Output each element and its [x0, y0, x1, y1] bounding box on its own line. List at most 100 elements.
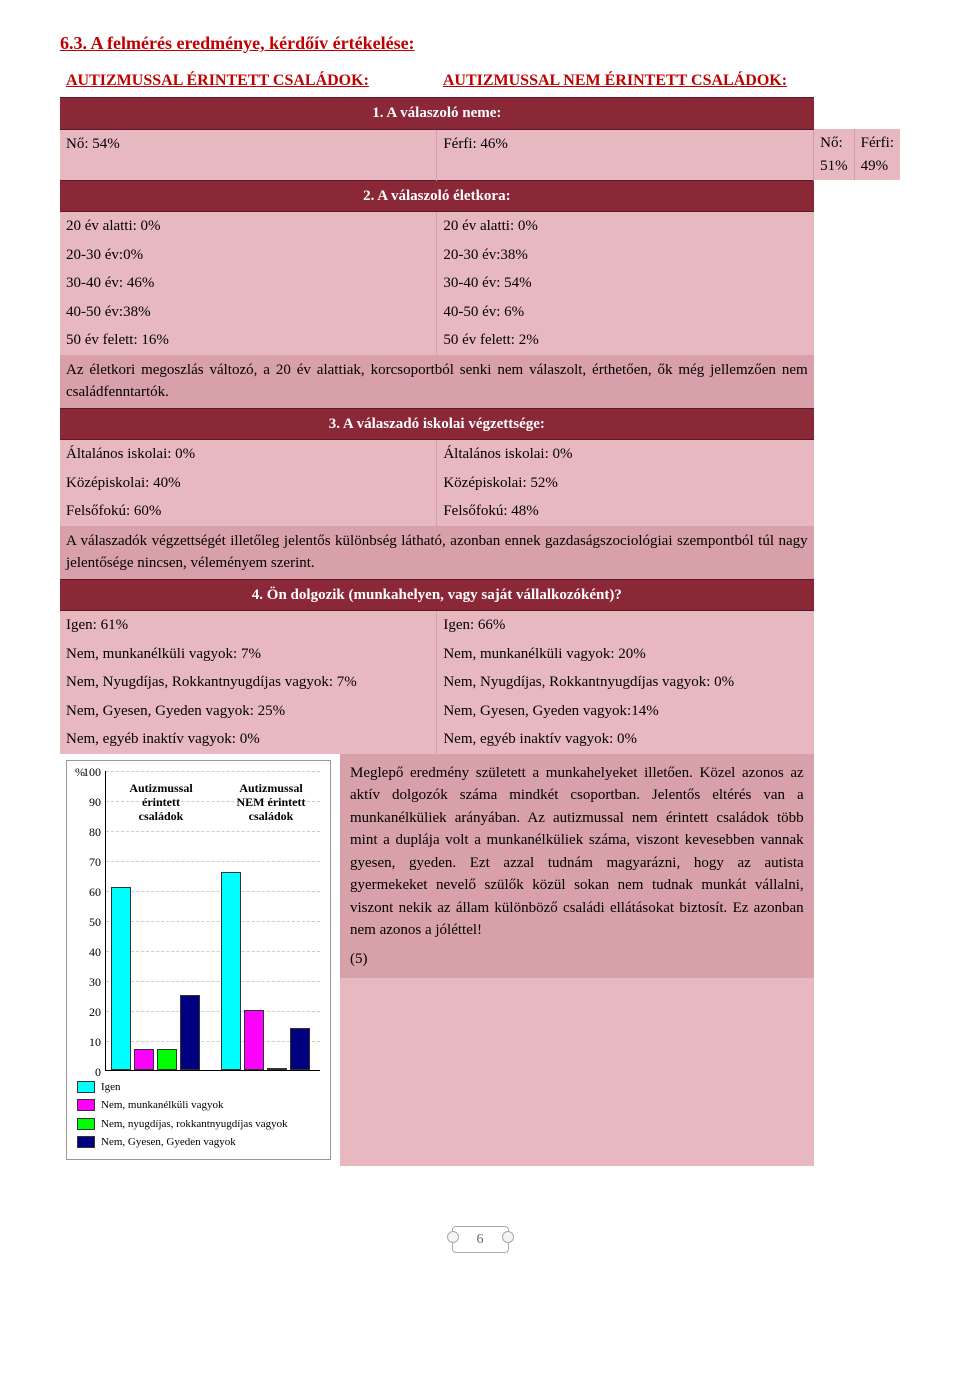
chart-bar — [134, 1049, 154, 1070]
q2-l3: 40-50 év:38% — [60, 298, 437, 327]
q4-l4: Nem, egyéb inaktív vagyok: 0% — [60, 725, 437, 754]
chart-gridline — [106, 831, 320, 832]
question-4: 4. Ön dolgozik (munkahelyen, vagy saját … — [60, 579, 900, 611]
q4-r1: Nem, munkanélküli vagyok: 20% — [437, 640, 814, 669]
q2-l4: 50 év felett: 16% — [60, 326, 437, 355]
survey-table: AUTIZMUSSAL ÉRINTETT CSALÁDOK: AUTIZMUSS… — [60, 65, 900, 1166]
chart-bar — [267, 1068, 287, 1070]
section-heading: A felmérés eredménye, kérdőív értékelése… — [91, 33, 415, 53]
q2-r0: 20 év alatti: 0% — [437, 212, 814, 241]
q1-label: 1. A válaszoló neme: — [60, 98, 814, 130]
q4-l1: Nem, munkanélküli vagyok: 7% — [60, 640, 437, 669]
chart-gridline — [106, 1041, 320, 1042]
legend-swatch — [77, 1136, 95, 1148]
chart-bar — [157, 1049, 177, 1070]
column-headers: AUTIZMUSSAL ÉRINTETT CSALÁDOK: AUTIZMUSS… — [60, 65, 900, 98]
q1-right-female: Nő: 51% — [814, 129, 855, 180]
q4-r4: Nem, egyéb inaktív vagyok: 0% — [437, 725, 814, 754]
legend-label: Nem, munkanélküli vagyok — [101, 1097, 224, 1114]
legend-swatch — [77, 1081, 95, 1093]
question-3: 3. A válaszadó iskolai végzettsége: — [60, 408, 900, 440]
chart-y-tick: 60 — [71, 883, 101, 901]
legend-label: Nem, Gyesen, Gyeden vagyok — [101, 1134, 236, 1151]
q1-right-male: Férfi: 49% — [854, 129, 900, 180]
chart-bar — [221, 872, 241, 1070]
chart-gridline — [106, 891, 320, 892]
chart-group-label: AutizmussalNEM érintettcsaládok — [221, 781, 321, 824]
q3-r2: Felsőfokú: 48% — [437, 497, 814, 526]
legend-swatch — [77, 1118, 95, 1130]
q4-summary-text-cell: Meglepő eredmény született a munkahelyek… — [340, 754, 814, 979]
q2-l2: 30-40 év: 46% — [60, 269, 437, 298]
q3-l1: Középiskolai: 40% — [60, 469, 437, 498]
q2-label: 2. A válaszoló életkora: — [60, 180, 814, 212]
q2-l1: 20-30 év:0% — [60, 241, 437, 270]
page-number: 6 — [452, 1226, 509, 1253]
page-footer: 6 — [60, 1226, 900, 1253]
q2-r3: 40-50 év: 6% — [437, 298, 814, 327]
q2-summary: Az életkori megoszlás változó, a 20 év a… — [60, 355, 814, 409]
chart-bar — [111, 887, 131, 1070]
q2-r2: 30-40 év: 54% — [437, 269, 814, 298]
col-affected: AUTIZMUSSAL ÉRINTETT CSALÁDOK: — [60, 65, 437, 98]
q4-summary-row: %AutizmussalérintettcsaládokAutizmussalN… — [60, 754, 900, 1166]
q3-label: 3. A válaszadó iskolai végzettsége: — [60, 408, 814, 440]
chart-y-tick: 10 — [71, 1033, 101, 1051]
chart-y-tick: 70 — [71, 853, 101, 871]
q4-r3: Nem, Gyesen, Gyeden vagyok:14% — [437, 697, 814, 726]
chart-gridline — [106, 771, 320, 772]
q2-summary-row: Az életkori megoszlás változó, a 20 év a… — [60, 355, 900, 409]
q4-l2: Nem, Nyugdíjas, Rokkantnyugdíjas vagyok:… — [60, 668, 437, 697]
q4-bar-chart: %AutizmussalérintettcsaládokAutizmussalN… — [66, 760, 331, 1160]
q1-left-male: Férfi: 46% — [437, 129, 814, 180]
chart-bar — [244, 1010, 264, 1070]
q4-footnote: (5) — [350, 948, 804, 971]
q3-summary: A válaszadók végzettségét illetőleg jele… — [60, 526, 814, 580]
q4-l0: Igen: 61% — [60, 611, 437, 640]
q3-r1: Középiskolai: 52% — [437, 469, 814, 498]
chart-legend: IgenNem, munkanélküli vagyok Nem, nyugdíj… — [77, 1077, 288, 1153]
chart-y-tick: 50 — [71, 913, 101, 931]
chart-plot-area: AutizmussalérintettcsaládokAutizmussalNE… — [105, 771, 320, 1071]
q2-l0: 20 év alatti: 0% — [60, 212, 437, 241]
chart-y-tick: 20 — [71, 1003, 101, 1021]
q4-l3: Nem, Gyesen, Gyeden vagyok: 25% — [60, 697, 437, 726]
chart-y-tick: 90 — [71, 793, 101, 811]
chart-legend-item: Nem, munkanélküli vagyok — [77, 1097, 288, 1114]
chart-gridline — [106, 1011, 320, 1012]
chart-bar — [290, 1028, 310, 1070]
legend-label: Igen — [101, 1079, 121, 1096]
section-title: 6.3. A felmérés eredménye, kérdőív érték… — [60, 30, 900, 57]
chart-gridline — [106, 861, 320, 862]
q1-data: Nő: 54% Férfi: 46% Nő: 51% Férfi: 49% — [60, 129, 900, 180]
question-1: 1. A válaszoló neme: — [60, 98, 900, 130]
chart-legend-item: Nem, nyugdíjas, rokkantnyugdíjas vagyok — [77, 1116, 288, 1133]
q4-label: 4. Ön dolgozik (munkahelyen, vagy saját … — [60, 579, 814, 611]
section-number: 6.3. — [60, 33, 87, 53]
legend-swatch — [77, 1099, 95, 1111]
chart-y-tick: 100 — [71, 763, 101, 781]
chart-gridline — [106, 951, 320, 952]
question-2: 2. A válaszoló életkora: — [60, 180, 900, 212]
q4-r0: Igen: 66% — [437, 611, 814, 640]
chart-y-tick: 40 — [71, 943, 101, 961]
col-not-affected: AUTIZMUSSAL NEM ÉRINTETT CSALÁDOK: — [437, 65, 814, 98]
chart-y-tick: 30 — [71, 973, 101, 991]
chart-legend-item: Igen — [77, 1079, 288, 1096]
q4-chart-cell: %AutizmussalérintettcsaládokAutizmussalN… — [60, 754, 340, 1166]
q3-r0: Általános iskolai: 0% — [437, 440, 814, 469]
chart-y-tick: 80 — [71, 823, 101, 841]
q3-l2: Felsőfokú: 60% — [60, 497, 437, 526]
chart-gridline — [106, 981, 320, 982]
q3-l0: Általános iskolai: 0% — [60, 440, 437, 469]
q3-summary-row: A válaszadók végzettségét illetőleg jele… — [60, 526, 900, 580]
chart-gridline — [106, 921, 320, 922]
q4-summary: Meglepő eredmény született a munkahelyek… — [350, 765, 804, 939]
legend-label: Nem, nyugdíjas, rokkantnyugdíjas vagyok — [101, 1116, 288, 1133]
chart-legend-item: Nem, Gyesen, Gyeden vagyok — [77, 1134, 288, 1151]
q2-r1: 20-30 év:38% — [437, 241, 814, 270]
q4-r2: Nem, Nyugdíjas, Rokkantnyugdíjas vagyok:… — [437, 668, 814, 697]
q2-r4: 50 év felett: 2% — [437, 326, 814, 355]
chart-bar — [180, 995, 200, 1070]
q1-left-female: Nő: 54% — [60, 129, 437, 180]
